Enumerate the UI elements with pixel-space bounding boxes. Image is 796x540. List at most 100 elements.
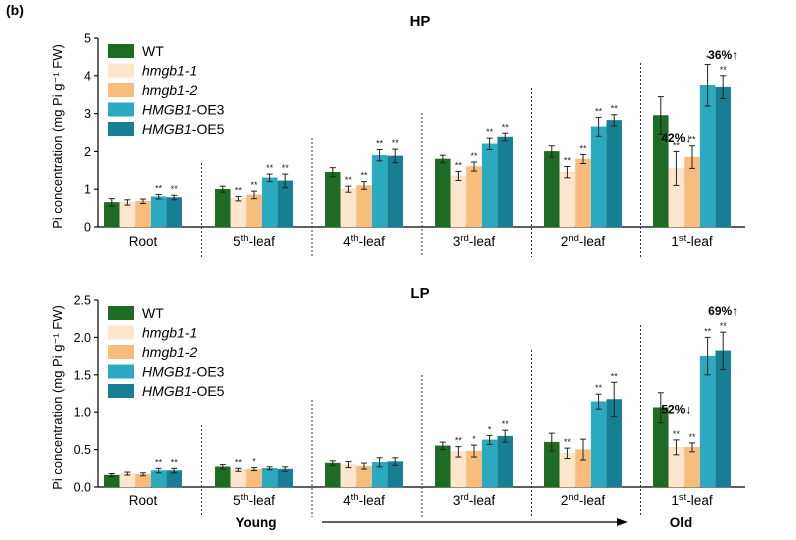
bar-hmgb1-2-2: [356, 185, 372, 228]
bar-hmgb1-oe3-1: [261, 468, 278, 488]
legend-label: HMGB1-OE3: [142, 364, 225, 380]
bar-hmgb1-oe3-2: [371, 154, 388, 228]
percent-annotation: 36%↑: [708, 48, 738, 62]
bar-wt-1: [215, 188, 231, 228]
significance-mark: **: [360, 171, 368, 181]
significance-mark: *: [706, 53, 710, 63]
significance-mark: **: [266, 163, 274, 173]
legend-label: hmgb1-1: [142, 325, 197, 341]
bar-hmgb1-2-0: [135, 201, 151, 228]
significance-mark: **: [502, 419, 510, 429]
y-tick-label: 3: [84, 107, 91, 121]
significance-mark: **: [564, 156, 572, 166]
y-tick-label: 0.5: [74, 443, 91, 457]
category-label: 3rd-leaf: [453, 492, 495, 508]
significance-mark: **: [688, 135, 696, 145]
significance-mark: **: [704, 326, 712, 336]
bar-hmgb1-1-2: [340, 188, 357, 228]
significance-mark: **: [171, 457, 179, 467]
legend-label: hmgb1-2: [142, 82, 197, 98]
bar-hmgb1-2-1: [246, 468, 262, 488]
significance-mark: **: [611, 371, 619, 381]
y-tick-label: 2: [84, 145, 91, 159]
legend-swatch: [108, 102, 134, 117]
bar-hmgb1-oe3-1: [261, 177, 278, 228]
percent-annotation: 69%↑: [708, 304, 738, 318]
bar-hmgb1-oe5-3: [497, 435, 513, 488]
bar-hmgb1-oe5-5: [715, 86, 731, 228]
significance-mark: **: [345, 175, 353, 185]
bar-wt-3: [435, 445, 451, 488]
significance-mark: **: [688, 432, 696, 442]
significance-mark: **: [611, 104, 619, 114]
bar-hmgb1-oe3-5: [699, 355, 716, 488]
chart-panel-lp: LP 0.0 0.5 1.0 1.5 2.0 2.5 Pi concentration (mg…: [50, 285, 745, 517]
legend-swatch: [108, 63, 134, 78]
percent-annotation: 52%↓: [661, 403, 691, 417]
legend: WT hmgb1-1 hmgb1-2 HMGB1-OE3 HMGB1-OE5: [108, 305, 225, 399]
significance-mark: **: [155, 457, 163, 467]
legend-swatch: [108, 122, 134, 136]
y-tick-label: 2.0: [74, 331, 91, 345]
bar-hmgb1-1-0: [119, 202, 136, 228]
arrow-head: [617, 518, 628, 526]
legend-label: hmgb1-1: [142, 63, 197, 79]
category-label: 5th-leaf: [233, 233, 275, 249]
significance-mark: **: [579, 143, 587, 153]
significance-mark: **: [595, 383, 603, 393]
significance-mark: **: [564, 437, 572, 447]
significance-mark: **: [392, 138, 400, 148]
bar-hmgb1-oe3-0: [150, 196, 167, 228]
panel-label: (b): [6, 2, 24, 18]
legend-label: WT: [142, 43, 164, 59]
significance-mark: **: [673, 140, 681, 150]
bar-hmgb1-2-1: [246, 194, 262, 228]
significance-mark: **: [235, 457, 243, 467]
significance-mark: *: [472, 434, 476, 444]
legend-swatch: [108, 384, 134, 398]
category-label: 4th-leaf: [343, 492, 385, 508]
percent-annotation: 42%↓: [661, 131, 691, 145]
legend-swatch: [108, 44, 134, 58]
y-tick-label: 0: [84, 221, 91, 235]
legend-swatch: [108, 83, 134, 97]
legend-label: HMGB1-OE5: [142, 383, 225, 399]
legend-label: WT: [142, 305, 164, 321]
y-tick-label: 4: [84, 69, 91, 83]
bar-hmgb1-oe5-0: [166, 197, 182, 228]
y-tick-label: 2.5: [74, 294, 91, 308]
bar-hmgb1-oe3-3: [481, 439, 498, 488]
significance-mark: **: [673, 429, 681, 439]
bar-hmgb1-1-0: [119, 473, 136, 488]
significance-mark: **: [720, 65, 728, 75]
y-tick-label: 1.0: [74, 406, 91, 420]
bar-hmgb1-1-1: [230, 469, 247, 488]
bar-hmgb1-oe3-4: [590, 401, 607, 488]
bar-hmgb1-2-4: [575, 158, 591, 228]
y-axis-title: Pi concentration (mg Pi g⁻¹ FW): [50, 305, 65, 490]
bar-wt-2: [325, 462, 341, 488]
category-label: 1st-leaf: [671, 233, 712, 249]
legend-label: hmgb1-2: [142, 344, 197, 360]
significance-mark: *: [488, 424, 492, 434]
y-tick-label: 0.0: [74, 481, 91, 495]
significance-mark: **: [376, 139, 384, 149]
significance-mark: **: [155, 183, 163, 193]
bar-wt-2: [325, 171, 341, 228]
bar-hmgb1-oe3-4: [590, 126, 607, 228]
legend-swatch: [108, 364, 134, 379]
young-label: Young: [236, 515, 277, 530]
significance-mark: **: [250, 180, 258, 190]
significance-mark: **: [455, 436, 463, 446]
panel-title: HP: [410, 13, 431, 30]
bar-hmgb1-oe3-3: [481, 143, 498, 228]
significance-mark: **: [282, 163, 290, 173]
significance-mark: **: [720, 321, 728, 331]
bar-hmgb1-1-3: [450, 175, 467, 228]
legend-swatch: [108, 306, 134, 320]
y-tick-label: 1: [84, 183, 91, 197]
legend-label: HMGB1-OE3: [142, 102, 225, 118]
significance-mark: **: [502, 122, 510, 132]
significance-mark: **: [235, 185, 243, 195]
